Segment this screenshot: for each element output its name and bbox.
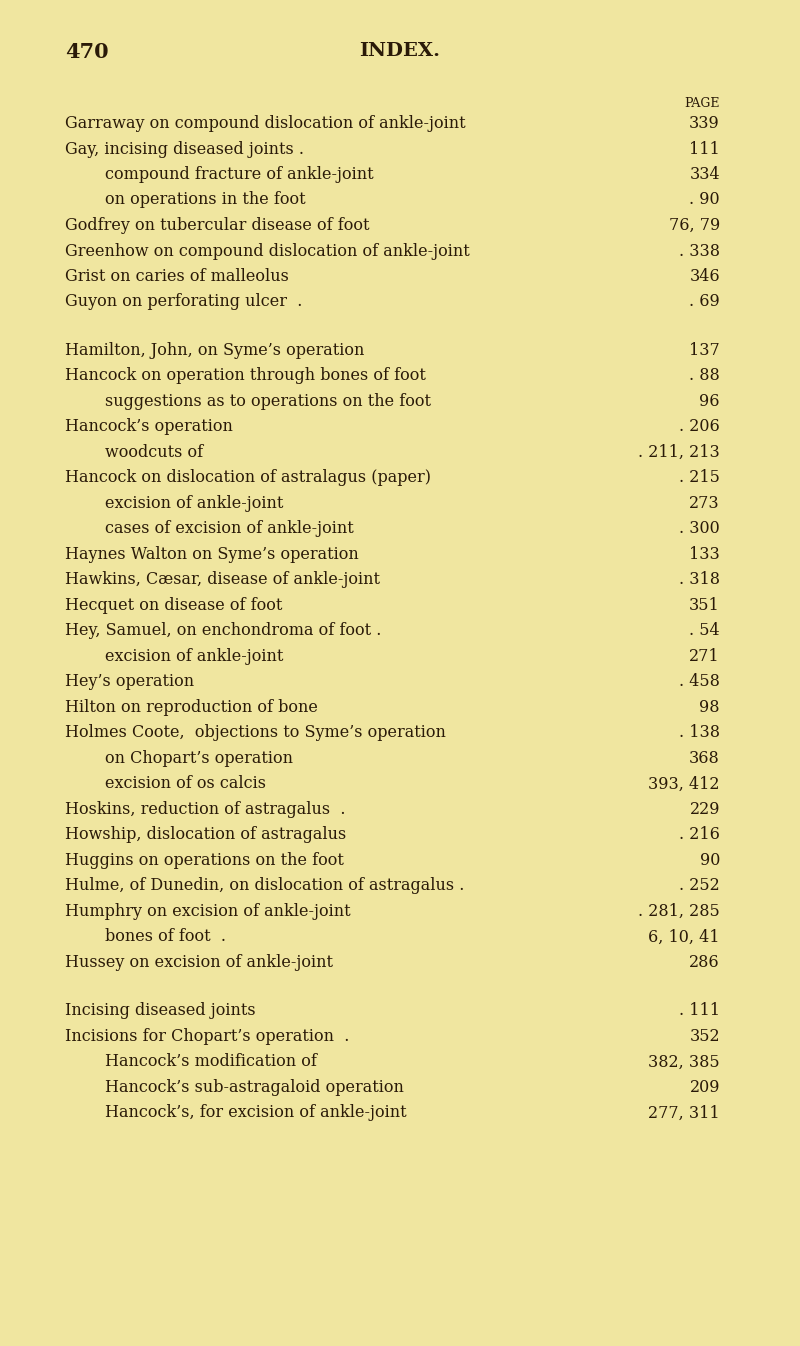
Text: Holmes Coote,  objections to Syme’s operation: Holmes Coote, objections to Syme’s opera…: [65, 724, 446, 742]
Text: . 111: . 111: [679, 1003, 720, 1019]
Text: Huggins on operations on the foot: Huggins on operations on the foot: [65, 852, 344, 870]
Text: . 206: . 206: [679, 419, 720, 436]
Text: cases of excision of ankle-joint: cases of excision of ankle-joint: [105, 521, 354, 537]
Text: on operations in the foot: on operations in the foot: [105, 191, 306, 209]
Text: Hancock’s operation: Hancock’s operation: [65, 419, 233, 436]
Text: . 318: . 318: [679, 572, 720, 588]
Text: Hancock’s, for excision of ankle-joint: Hancock’s, for excision of ankle-joint: [105, 1105, 406, 1121]
Text: 393, 412: 393, 412: [649, 775, 720, 793]
Text: excision of ankle-joint: excision of ankle-joint: [105, 647, 283, 665]
Text: Incisions for Chopart’s operation  .: Incisions for Chopart’s operation .: [65, 1028, 350, 1044]
Text: . 90: . 90: [690, 191, 720, 209]
Text: Hamilton, John, on Syme’s operation: Hamilton, John, on Syme’s operation: [65, 342, 364, 359]
Text: 111: 111: [690, 140, 720, 157]
Text: . 88: . 88: [690, 367, 720, 385]
Text: 286: 286: [690, 954, 720, 970]
Text: . 338: . 338: [679, 242, 720, 260]
Text: 229: 229: [690, 801, 720, 818]
Text: Hancock on dislocation of astralagus (paper): Hancock on dislocation of astralagus (pa…: [65, 470, 431, 486]
Text: Gay, incising diseased joints .: Gay, incising diseased joints .: [65, 140, 304, 157]
Text: Godfrey on tubercular disease of foot: Godfrey on tubercular disease of foot: [65, 217, 370, 234]
Text: excision of ankle-joint: excision of ankle-joint: [105, 495, 283, 511]
Text: Hilton on reproduction of bone: Hilton on reproduction of bone: [65, 699, 318, 716]
Text: PAGE: PAGE: [685, 97, 720, 110]
Text: excision of os calcis: excision of os calcis: [105, 775, 266, 793]
Text: . 215: . 215: [679, 470, 720, 486]
Text: 368: 368: [690, 750, 720, 767]
Text: . 300: . 300: [679, 521, 720, 537]
Text: Hussey on excision of ankle-joint: Hussey on excision of ankle-joint: [65, 954, 333, 970]
Text: . 54: . 54: [690, 622, 720, 639]
Text: 346: 346: [690, 268, 720, 285]
Text: 277, 311: 277, 311: [648, 1105, 720, 1121]
Text: . 211, 213: . 211, 213: [638, 444, 720, 460]
Text: 76, 79: 76, 79: [669, 217, 720, 234]
Text: 137: 137: [690, 342, 720, 359]
Text: . 138: . 138: [679, 724, 720, 742]
Text: 351: 351: [690, 596, 720, 614]
Text: 90: 90: [700, 852, 720, 870]
Text: . 252: . 252: [679, 878, 720, 895]
Text: Howship, dislocation of astragalus: Howship, dislocation of astragalus: [65, 826, 346, 844]
Text: suggestions as to operations on the foot: suggestions as to operations on the foot: [105, 393, 431, 411]
Text: woodcuts of: woodcuts of: [105, 444, 203, 460]
Text: . 69: . 69: [690, 293, 720, 311]
Text: Hancock’s sub-astragaloid operation: Hancock’s sub-astragaloid operation: [105, 1079, 404, 1096]
Text: Hey’s operation: Hey’s operation: [65, 673, 194, 690]
Text: Garraway on compound dislocation of ankle-joint: Garraway on compound dislocation of ankl…: [65, 114, 466, 132]
Text: Hey, Samuel, on enchondroma of foot .: Hey, Samuel, on enchondroma of foot .: [65, 622, 382, 639]
Text: 382, 385: 382, 385: [648, 1054, 720, 1070]
Text: Hancock’s modification of: Hancock’s modification of: [105, 1054, 317, 1070]
Text: Hulme, of Dunedin, on dislocation of astragalus .: Hulme, of Dunedin, on dislocation of ast…: [65, 878, 464, 895]
Text: Hancock on operation through bones of foot: Hancock on operation through bones of fo…: [65, 367, 426, 385]
Text: 334: 334: [690, 166, 720, 183]
Text: 339: 339: [690, 114, 720, 132]
Text: 209: 209: [690, 1079, 720, 1096]
Text: 96: 96: [699, 393, 720, 411]
Text: . 458: . 458: [679, 673, 720, 690]
Text: on Chopart’s operation: on Chopart’s operation: [105, 750, 293, 767]
Text: Greenhow on compound dislocation of ankle-joint: Greenhow on compound dislocation of ankl…: [65, 242, 470, 260]
Text: Hoskins, reduction of astragalus  .: Hoskins, reduction of astragalus .: [65, 801, 346, 818]
Text: Humphry on excision of ankle-joint: Humphry on excision of ankle-joint: [65, 903, 350, 919]
Text: . 281, 285: . 281, 285: [638, 903, 720, 919]
Text: 470: 470: [65, 42, 109, 62]
Text: . 216: . 216: [679, 826, 720, 844]
Text: 352: 352: [690, 1028, 720, 1044]
Text: Hecquet on disease of foot: Hecquet on disease of foot: [65, 596, 282, 614]
Text: Haynes Walton on Syme’s operation: Haynes Walton on Syme’s operation: [65, 546, 358, 563]
Text: INDEX.: INDEX.: [359, 42, 441, 61]
Text: compound fracture of ankle-joint: compound fracture of ankle-joint: [105, 166, 374, 183]
Text: 6, 10, 41: 6, 10, 41: [649, 929, 720, 945]
Text: 271: 271: [690, 647, 720, 665]
Text: Incising diseased joints: Incising diseased joints: [65, 1003, 256, 1019]
Text: Grist on caries of malleolus: Grist on caries of malleolus: [65, 268, 289, 285]
Text: Hawkins, Cæsar, disease of ankle-joint: Hawkins, Cæsar, disease of ankle-joint: [65, 572, 380, 588]
Text: Guyon on perforating ulcer  .: Guyon on perforating ulcer .: [65, 293, 302, 311]
Text: 133: 133: [690, 546, 720, 563]
Text: bones of foot  .: bones of foot .: [105, 929, 226, 945]
Text: 98: 98: [699, 699, 720, 716]
Text: 273: 273: [690, 495, 720, 511]
